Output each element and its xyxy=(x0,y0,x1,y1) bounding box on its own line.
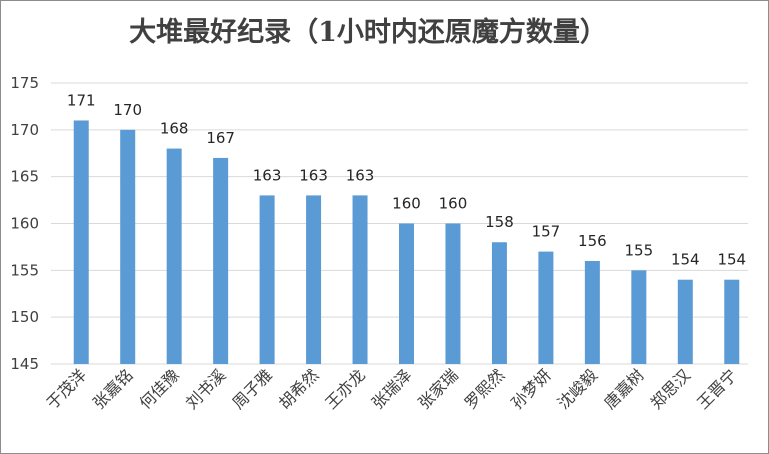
bar xyxy=(120,129,136,364)
data-label: 163 xyxy=(253,166,282,184)
data-label: 154 xyxy=(671,251,700,269)
bar xyxy=(73,120,89,364)
data-label: 158 xyxy=(485,213,514,231)
y-axis: 145 150 155 160 165 170 175 xyxy=(10,74,39,373)
data-label: 157 xyxy=(532,223,561,241)
data-label: 168 xyxy=(160,120,189,138)
x-tick-label: 王亦龙 xyxy=(321,365,368,412)
x-tick-label: 张瑞泽 xyxy=(368,365,415,412)
x-tick-label: 刘书溪 xyxy=(182,365,229,412)
bars xyxy=(73,120,740,364)
data-label: 160 xyxy=(392,195,421,213)
data-label: 155 xyxy=(625,241,654,259)
x-axis: 于茂洋 张嘉铭 何佳豫 刘书溪 周子雅 胡希然 王亦龙 张瑞泽 张家瑞 罗熙然 孙梦妍 沈峻毅 唐嘉树郑… xyxy=(43,365,741,412)
x-tick-label: 胡希然 xyxy=(275,365,322,412)
y-tick-label: 155 xyxy=(10,261,39,279)
data-label: 163 xyxy=(299,166,328,184)
y-tick-label: 175 xyxy=(10,74,39,92)
y-tick-label: 170 xyxy=(10,121,39,139)
bar xyxy=(352,195,368,364)
data-label: 156 xyxy=(578,232,607,250)
chart-title: 大堆最好纪录（1小时内还原魔方数量） xyxy=(129,16,607,48)
x-tick-label: 罗熙然 xyxy=(461,365,508,412)
bar xyxy=(677,279,693,364)
data-label: 170 xyxy=(113,101,142,119)
bar xyxy=(306,195,322,364)
data-labels: 171 170 168 167 163 163 163 160 160 158 157 156 155 1… xyxy=(67,91,746,268)
bar xyxy=(631,270,647,364)
x-tick-label: 唐嘉树 xyxy=(600,365,647,412)
x-tick-label: 张嘉铭 xyxy=(89,365,136,412)
x-tick-label: 郑思汉 xyxy=(647,365,694,412)
x-tick-label: 孙梦妍 xyxy=(507,365,554,412)
y-tick-label: 160 xyxy=(10,215,39,233)
bar xyxy=(538,251,554,364)
data-label: 160 xyxy=(439,195,468,213)
x-tick-label: 王晋宁 xyxy=(693,365,740,412)
y-tick-label: 165 xyxy=(10,168,39,186)
bar xyxy=(584,260,600,364)
data-label: 163 xyxy=(346,166,375,184)
bar xyxy=(166,148,182,364)
data-label: 167 xyxy=(206,129,235,147)
y-tick-label: 150 xyxy=(10,308,39,326)
x-tick-label: 沈峻毅 xyxy=(554,365,601,412)
x-tick-label: 于茂洋 xyxy=(43,365,90,412)
x-tick-label: 张家瑞 xyxy=(414,365,461,412)
bar xyxy=(445,223,461,364)
bar xyxy=(399,223,414,364)
bar xyxy=(213,157,229,364)
bar xyxy=(259,195,275,364)
data-label: 154 xyxy=(717,251,746,269)
bar xyxy=(491,242,507,364)
bar xyxy=(724,279,740,364)
x-tick-label: 何佳豫 xyxy=(136,365,183,412)
x-tick-label: 周子雅 xyxy=(229,365,276,412)
y-tick-label: 145 xyxy=(10,355,39,373)
data-label: 171 xyxy=(67,91,96,109)
